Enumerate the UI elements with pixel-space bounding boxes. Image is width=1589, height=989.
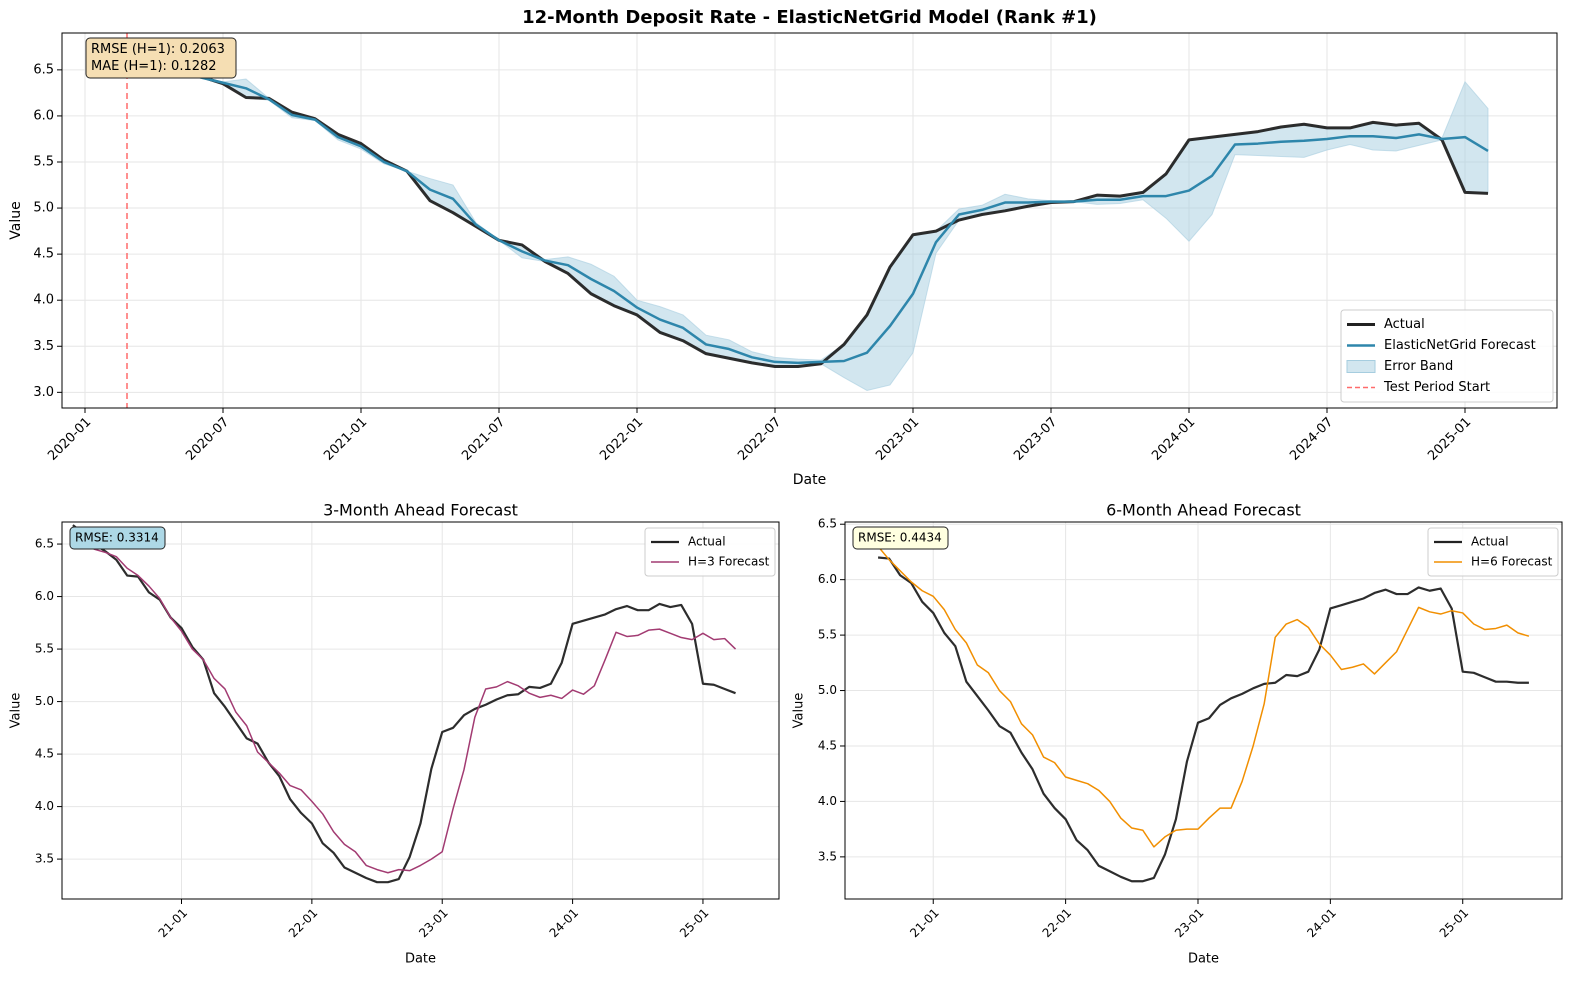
y-tick-label: 6.5	[35, 537, 54, 551]
y-tick-label: 4.5	[33, 247, 54, 262]
legend-label: ElasticNetGrid Forecast	[1384, 338, 1536, 353]
x-tick-label: 23-01	[416, 906, 451, 941]
annotation-box	[69, 526, 166, 550]
y-tick-label: 3.0	[33, 385, 54, 400]
y-tick-label: 3.5	[35, 852, 54, 866]
x-tick-label: 25-01	[677, 906, 712, 941]
plot-area	[72, 524, 737, 884]
x-tick-label: 23-01	[1172, 906, 1207, 941]
series-line	[877, 545, 1530, 848]
x-tick-label: 2024-01	[1149, 415, 1198, 464]
legend-label: H=3 Forecast	[688, 555, 770, 569]
y-tick-label: 6.5	[33, 62, 54, 77]
x-tick-label: 2025-01	[1425, 415, 1474, 464]
y-tick-label: 4.5	[35, 747, 54, 761]
series-line	[72, 538, 737, 874]
annotation-text: RMSE: 0.4434	[858, 531, 942, 545]
x-tick-label: 25-01	[1437, 906, 1472, 941]
annotation-text: MAE (H=1): 0.1282	[91, 59, 217, 74]
error-band	[130, 52, 1489, 392]
x-tick-label: 2020-07	[183, 415, 232, 464]
x-tick-label: 2020-01	[45, 415, 94, 464]
y-tick-label: 5.0	[35, 694, 54, 708]
annotation-text: RMSE: 0.3314	[75, 531, 159, 545]
x-tick-label: 22-01	[1040, 906, 1075, 941]
y-tick-label: 3.5	[33, 339, 54, 354]
legend-swatch	[1346, 360, 1376, 373]
x-axis-label: Date	[1188, 952, 1219, 967]
legend-label: Actual	[688, 535, 726, 549]
legend: Actual H=3 Forecast	[644, 527, 776, 577]
subplot: 3-Month Ahead Forecast Date Value 3.5 4.0 4.5…	[9, 501, 780, 967]
y-tick-label: 4.5	[818, 738, 837, 752]
annotation-box	[852, 526, 949, 550]
series-line	[130, 52, 1489, 365]
legend-label: Error Band	[1384, 359, 1453, 374]
plot-area	[877, 545, 1530, 883]
y-tick-label: 5.0	[33, 201, 54, 216]
y-tick-label: 5.5	[33, 154, 54, 169]
legend-label: Actual	[1471, 535, 1509, 549]
legend-label: Actual	[1384, 317, 1425, 332]
subplot-title: 3-Month Ahead Forecast	[323, 501, 518, 520]
x-tick-label: 2023-07	[1011, 415, 1060, 464]
y-axis-label: Value	[8, 201, 24, 239]
y-tick-label: 5.0	[818, 683, 837, 697]
x-axis-label: Date	[793, 472, 826, 488]
legend-box	[1427, 527, 1559, 577]
y-axis-label: Value	[792, 693, 807, 729]
axes-frame	[61, 521, 780, 900]
y-tick-label: 6.5	[818, 517, 837, 531]
series-line	[877, 556, 1529, 883]
y-axis-label: Value	[9, 693, 24, 729]
annotation-box	[85, 37, 237, 79]
x-tick-label: 24-01	[547, 906, 582, 941]
x-tick-label: 2023-01	[873, 415, 922, 464]
axes-frame	[61, 32, 1558, 409]
legend-label: Test Period Start	[1383, 380, 1490, 395]
y-tick-label: 4.0	[818, 794, 837, 808]
subplot: 12-Month Deposit Rate - ElasticNetGrid M…	[8, 7, 1558, 488]
subplot-title: 6-Month Ahead Forecast	[1106, 501, 1301, 520]
x-tick-label: 2024-07	[1287, 415, 1336, 464]
legend-label: H=6 Forecast	[1471, 555, 1553, 569]
legend-box	[644, 527, 776, 577]
x-tick-label: 21-01	[156, 906, 191, 941]
y-tick-label: 5.5	[35, 642, 54, 656]
legend: Actual H=6 Forecast	[1427, 527, 1559, 577]
plot-area	[126, 33, 1489, 408]
y-tick-label: 3.5	[818, 849, 837, 863]
series-line	[130, 51, 1489, 369]
y-tick-label: 6.0	[818, 572, 837, 586]
x-tick-label: 2022-01	[597, 415, 646, 464]
subplot-title: 12-Month Deposit Rate - ElasticNetGrid M…	[522, 7, 1097, 28]
legend: Actual ElasticNetGrid Forecast Error Band T…	[1340, 309, 1554, 403]
y-tick-label: 6.0	[35, 589, 54, 603]
axes-frame	[844, 521, 1563, 900]
x-tick-label: 21-01	[907, 906, 942, 941]
y-tick-label: 4.0	[33, 293, 54, 308]
x-tick-label: 2021-01	[321, 415, 370, 464]
y-tick-label: 5.5	[818, 628, 837, 642]
x-tick-label: 22-01	[286, 906, 321, 941]
x-tick-label: 2022-07	[735, 415, 784, 464]
series-line	[72, 524, 736, 884]
legend-box	[1340, 309, 1554, 403]
y-tick-label: 4.0	[35, 799, 54, 813]
y-tick-label: 6.0	[33, 108, 54, 123]
x-axis-label: Date	[405, 952, 436, 967]
subplot: 6-Month Ahead Forecast Date Value 3.5 4.0 4.5…	[792, 501, 1563, 967]
x-tick-label: 24-01	[1304, 906, 1339, 941]
annotation-text: RMSE (H=1): 0.2063	[91, 42, 225, 57]
x-tick-label: 2021-07	[459, 415, 508, 464]
